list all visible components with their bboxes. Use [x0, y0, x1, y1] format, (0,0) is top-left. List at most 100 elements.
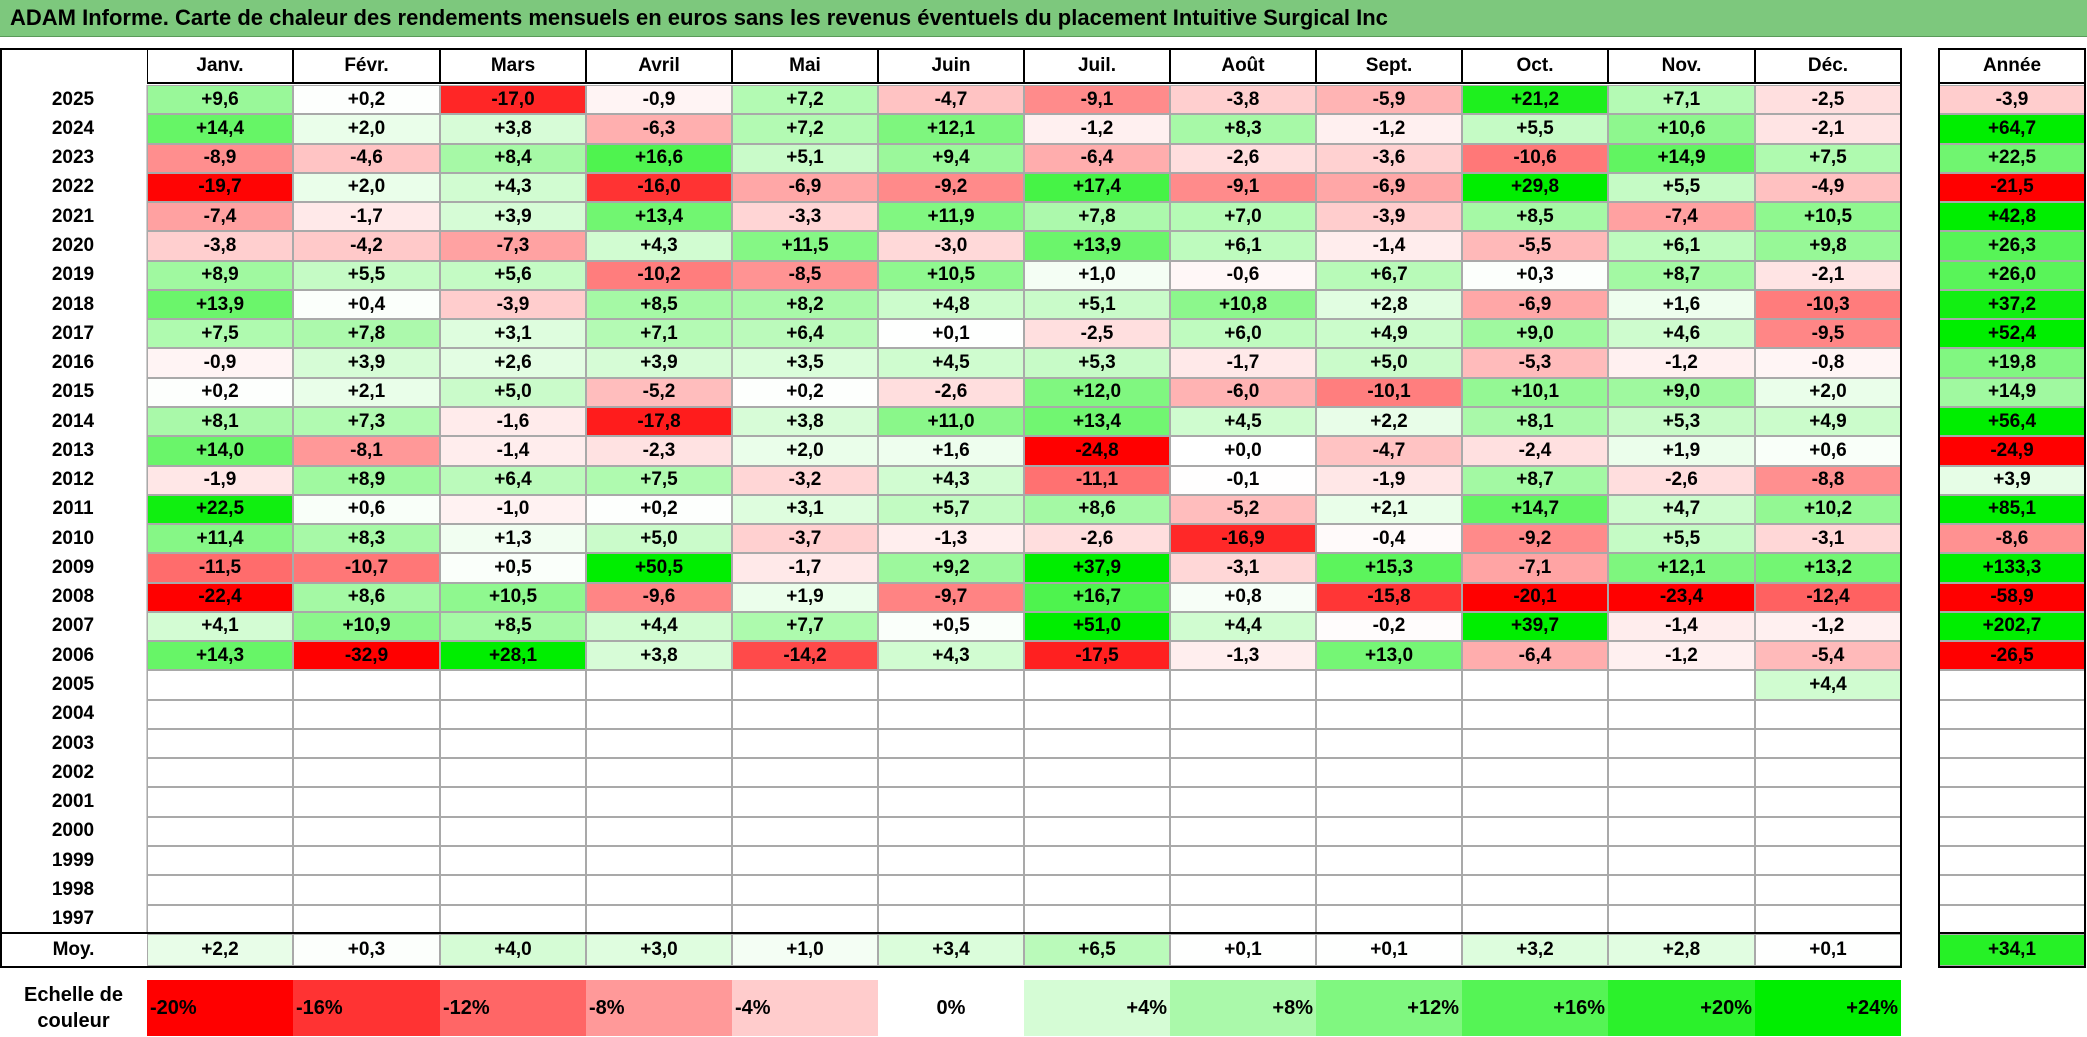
heatmap-cell: +8,3	[1170, 114, 1316, 144]
heatmap-cell: +28,1	[440, 641, 586, 671]
heatmap-cell: +4,4	[1755, 670, 1901, 700]
heatmap-cell: +10,8	[1170, 289, 1316, 320]
heatmap-cell: -10,6	[1462, 143, 1608, 173]
year-label: 1999	[0, 846, 147, 876]
month-header: Avril	[586, 49, 732, 84]
heatmap-cell: +4,9	[1316, 319, 1462, 349]
heatmap-cell: +22,5	[147, 494, 293, 525]
heatmap-cell: +13,9	[1024, 231, 1170, 261]
heatmap-cell: +14,4	[147, 114, 293, 144]
heatmap-cell: +7,7	[732, 611, 878, 642]
heatmap-cell: -2,6	[878, 377, 1024, 407]
annual-cell: +42,8	[1939, 202, 2085, 232]
heatmap-cell: +13,9	[147, 289, 293, 320]
average-cell: +2,8	[1608, 934, 1755, 966]
annual-cell: +22,5	[1939, 143, 2085, 173]
heatmap-cell: +1,3	[440, 524, 586, 554]
heatmap-cell: -2,4	[1462, 436, 1608, 466]
heatmap-cell	[1170, 758, 1316, 788]
heatmap-cell: +5,5	[1462, 114, 1608, 144]
heatmap-cell	[293, 670, 440, 700]
heatmap-cell: +13,4	[586, 202, 732, 232]
heatmap-cell: +3,9	[586, 348, 732, 378]
heatmap-cell: +0,2	[147, 377, 293, 407]
annual-cell	[1939, 846, 2085, 876]
annual-cell: +85,1	[1939, 494, 2085, 525]
heatmap-cell	[440, 787, 586, 817]
heatmap-cell	[293, 758, 440, 788]
heatmap-cell: +6,4	[440, 465, 586, 495]
heatmap-cell: -6,3	[586, 114, 732, 144]
heatmap-cell: +0,6	[293, 494, 440, 525]
heatmap-cell: +13,4	[1024, 406, 1170, 437]
heatmap-cell	[1024, 670, 1170, 700]
heatmap-cell	[1170, 875, 1316, 905]
heatmap-cell: -6,0	[1170, 377, 1316, 407]
heatmap-cell	[878, 816, 1024, 847]
heatmap-cell: +7,8	[293, 319, 440, 349]
heatmap-cell: +2,2	[1316, 406, 1462, 437]
heatmap-cell: +12,1	[1608, 553, 1755, 583]
heatmap-cell: +10,9	[293, 611, 440, 642]
heatmap-cell: +8,3	[293, 524, 440, 554]
heatmap-cell: -7,4	[1608, 202, 1755, 232]
heatmap-cell: +0,0	[1170, 436, 1316, 466]
heatmap-cell: -9,1	[1170, 172, 1316, 203]
heatmap-cell	[1462, 904, 1608, 934]
heatmap-cell	[1024, 816, 1170, 847]
heatmap-cell: +7,3	[293, 406, 440, 437]
heatmap-cell: +10,1	[1462, 377, 1608, 407]
heatmap-cell: -5,3	[1462, 348, 1608, 378]
heatmap-cell: +10,2	[1755, 494, 1901, 525]
annual-cell	[1939, 699, 2085, 729]
heatmap-cell: -1,4	[1316, 231, 1462, 261]
heatmap-cell: +0,2	[586, 494, 732, 525]
heatmap-cell: +8,9	[293, 465, 440, 495]
heatmap-cell: +7,5	[147, 319, 293, 349]
heatmap-cell: -2,5	[1755, 85, 1901, 115]
year-label: 2002	[0, 758, 147, 788]
heatmap-cell: -5,2	[586, 377, 732, 407]
heatmap-cell: +8,6	[1024, 494, 1170, 525]
heatmap-cell	[1755, 816, 1901, 847]
heatmap-cell: -1,2	[1608, 348, 1755, 378]
heatmap-cell: -4,2	[293, 231, 440, 261]
heatmap-cell: -1,7	[732, 553, 878, 583]
year-label: 2016	[0, 348, 147, 378]
heatmap-cell	[440, 875, 586, 905]
annual-cell: +14,9	[1939, 377, 2085, 407]
heatmap-cell: -1,2	[1024, 114, 1170, 144]
heatmap-cell	[732, 758, 878, 788]
heatmap-cell: +4,4	[586, 611, 732, 642]
heatmap-cell: -4,7	[1316, 436, 1462, 466]
heatmap-cell: +8,5	[586, 289, 732, 320]
heatmap-cell: +16,6	[586, 143, 732, 173]
average-cell: +3,0	[586, 934, 732, 966]
heatmap-cell: +2,0	[293, 114, 440, 144]
heatmap-cell: +0,4	[293, 289, 440, 320]
scale-stop: -20%	[147, 980, 293, 1036]
heatmap-cell: -9,1	[1024, 85, 1170, 115]
annual-cell	[1939, 875, 2085, 905]
heatmap-cell	[1608, 787, 1755, 817]
heatmap-cell: -10,7	[293, 553, 440, 583]
scale-label-line: Echelle de	[24, 984, 123, 1006]
year-label: 2003	[0, 728, 147, 759]
heatmap-cell	[1462, 787, 1608, 817]
year-label: 2020	[0, 231, 147, 261]
heatmap-cell	[1316, 758, 1462, 788]
heatmap-cell	[1462, 846, 1608, 876]
heatmap-cell: -0,9	[586, 85, 732, 115]
heatmap-cell: -1,9	[1316, 465, 1462, 495]
heatmap-cell: -3,8	[147, 231, 293, 261]
annual-cell	[1939, 904, 2085, 934]
average-cell: +6,5	[1024, 934, 1170, 966]
year-label: 2021	[0, 202, 147, 232]
average-cell: +0,3	[293, 934, 440, 966]
heatmap-cell	[878, 670, 1024, 700]
heatmap-cell: +0,8	[1170, 582, 1316, 612]
heatmap-cell: -16,9	[1170, 524, 1316, 554]
heatmap-cell: -4,9	[1755, 172, 1901, 203]
heatmap-cell: +9,2	[878, 553, 1024, 583]
month-header: Mars	[440, 49, 586, 84]
